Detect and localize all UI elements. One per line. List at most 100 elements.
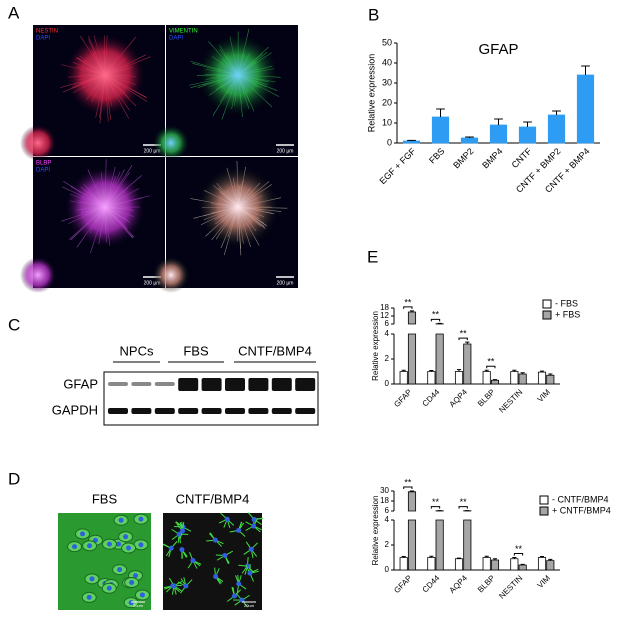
y-tick-label: 30 xyxy=(380,486,389,495)
y-tick-label: 18 xyxy=(380,496,389,505)
band xyxy=(178,408,199,414)
significance-label: ** xyxy=(460,497,468,507)
significance-label: ** xyxy=(404,477,412,487)
bar xyxy=(518,126,537,144)
nucleus xyxy=(116,541,122,547)
legend-swatch xyxy=(542,299,552,309)
blot-row-label: GFAP xyxy=(63,376,98,391)
x-tick-label: CNTF xyxy=(510,146,534,170)
corner-sphere xyxy=(20,125,56,161)
nucleus xyxy=(222,553,228,559)
scale-bar-label: 20um xyxy=(244,603,255,608)
bar xyxy=(454,371,464,385)
channel-label: NESTIN xyxy=(36,29,58,35)
error-bar xyxy=(581,65,590,75)
chart-title: GFAP xyxy=(478,41,518,58)
bar xyxy=(576,74,595,144)
bar xyxy=(435,510,444,571)
band xyxy=(154,382,175,386)
x-tick-label: NESTIN xyxy=(497,387,524,414)
panel-letter: E xyxy=(367,247,378,266)
significance-label: ** xyxy=(432,497,440,507)
significance-label: ** xyxy=(515,544,523,554)
error-bar xyxy=(409,310,415,312)
sphere xyxy=(198,167,278,247)
y-tick-label: 6 xyxy=(385,319,390,328)
nucleus xyxy=(129,580,135,586)
error-bar xyxy=(456,557,462,559)
nucleus xyxy=(168,545,174,551)
sphere xyxy=(65,167,145,247)
channel-label: DAPI xyxy=(36,36,50,42)
x-tick-label: BLBP xyxy=(476,574,497,595)
corner-sphere xyxy=(153,125,189,161)
nucleus xyxy=(224,516,230,522)
bar xyxy=(510,558,519,571)
scale-bar-label: 200 µm xyxy=(277,280,294,286)
bar xyxy=(482,371,491,385)
significance-bracket xyxy=(403,306,413,309)
y-tick-label: 2 xyxy=(385,354,390,363)
bar xyxy=(518,564,527,571)
bar xyxy=(537,557,547,571)
nucleus xyxy=(171,583,177,589)
y-tick-label: 4 xyxy=(385,515,390,524)
nucleus xyxy=(183,583,189,589)
bar xyxy=(518,373,527,385)
error-bar xyxy=(552,110,561,115)
y-tick-label: 18 xyxy=(380,303,389,312)
x-tick-label: FBS xyxy=(427,146,446,165)
channel-label: BLBP xyxy=(36,161,51,167)
x-tick-label: GFAP xyxy=(392,388,413,409)
y-tick-label: 40 xyxy=(382,57,392,67)
x-tick-label: AQP4 xyxy=(448,387,470,409)
nucleus xyxy=(236,581,242,587)
bar xyxy=(490,559,500,571)
channel-label: DAPI xyxy=(169,36,183,42)
band xyxy=(271,378,292,391)
legend-swatch xyxy=(539,495,549,505)
error-bar xyxy=(409,490,415,492)
corner-sphere xyxy=(20,257,56,293)
error-bar xyxy=(520,372,525,374)
band xyxy=(201,408,222,414)
bar xyxy=(427,371,436,385)
bar xyxy=(490,379,500,385)
error-bar xyxy=(492,379,498,381)
nucleus xyxy=(87,543,93,549)
nucleus xyxy=(80,531,86,537)
y-axis-label: Relative expression xyxy=(371,496,380,566)
panel-letter: A xyxy=(8,3,20,22)
bar xyxy=(546,560,555,571)
nucleus xyxy=(138,516,144,522)
band xyxy=(248,378,269,391)
nucleus xyxy=(179,547,185,553)
nucleus xyxy=(89,576,95,582)
error-bar xyxy=(465,136,474,138)
bar xyxy=(463,510,472,571)
lane-group-label: NPCs xyxy=(120,343,154,358)
bar xyxy=(399,557,408,571)
x-tick-label: CD44 xyxy=(421,573,442,594)
significance-bracket xyxy=(458,337,468,341)
corner-sphere xyxy=(153,257,189,293)
band xyxy=(108,382,128,386)
significance-label: ** xyxy=(432,310,440,320)
image-label: CNTF/BMP4 xyxy=(176,491,250,506)
nucleus xyxy=(190,558,196,564)
error-bar xyxy=(407,139,416,141)
x-tick-label: GFAP xyxy=(392,574,413,595)
bar xyxy=(435,323,444,385)
x-tick-label: EGF + FGF xyxy=(377,146,417,186)
x-tick-label: BMP2 xyxy=(451,146,475,170)
nucleus xyxy=(247,570,253,576)
bar xyxy=(402,140,421,144)
bar xyxy=(460,137,479,144)
nucleus xyxy=(231,593,237,599)
significance-bracket xyxy=(486,365,496,369)
significance-label: ** xyxy=(487,357,495,367)
nucleus xyxy=(244,563,250,569)
nucleus xyxy=(117,567,123,573)
